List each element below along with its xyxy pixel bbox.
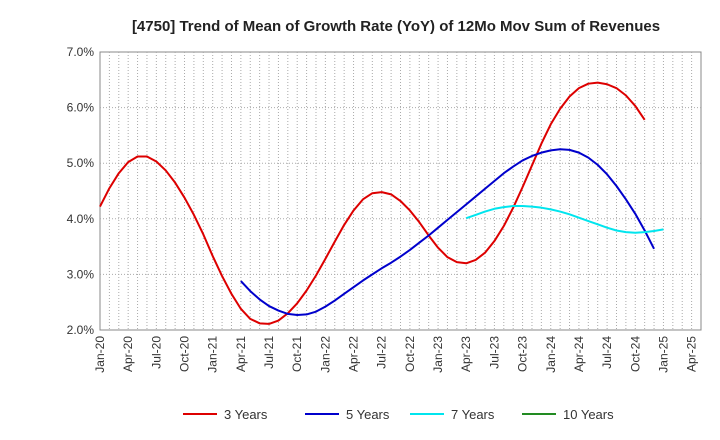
- vertical-grid: [108, 52, 693, 330]
- y-tick-label: 3.0%: [67, 267, 95, 281]
- y-tick-label: 6.0%: [67, 101, 95, 115]
- series-line-7-years: [465, 205, 664, 234]
- x-tick-label: Jan-23: [431, 336, 445, 373]
- x-tick-label: Jul-20: [149, 336, 163, 369]
- y-tick-label: 2.0%: [67, 323, 95, 337]
- x-tick-label: Jan-24: [544, 336, 558, 373]
- y-axis-ticks: 2.0% 3.0% 4.0% 5.0% 6.0% 7.0%: [67, 45, 95, 337]
- legend-label: 3 Years: [224, 407, 268, 422]
- x-tick-label: Jul-21: [262, 336, 276, 369]
- y-tick-label: 4.0%: [67, 212, 95, 226]
- x-tick-label: Oct-24: [628, 336, 642, 372]
- x-tick-label: Jan-20: [93, 336, 107, 373]
- x-tick-label: Apr-24: [572, 336, 586, 372]
- x-axis-ticks: Jan-20 Apr-20 Jul-20 Oct-20 Jan-21 Apr-21 Jul-…: [93, 336, 699, 373]
- x-tick-label: Jan-22: [318, 336, 332, 373]
- legend-label: 10 Years: [563, 407, 614, 422]
- x-tick-label: Jul-22: [375, 336, 389, 369]
- legend-label: 7 Years: [451, 407, 495, 422]
- x-tick-label: Oct-23: [516, 336, 530, 372]
- x-tick-label: Apr-21: [234, 336, 248, 372]
- series-line-5-years: [240, 148, 655, 316]
- legend: 3 Years 5 Years 7 Years 10 Years: [183, 407, 614, 422]
- x-tick-label: Jan-25: [656, 336, 670, 373]
- x-tick-label: Jul-23: [487, 336, 501, 369]
- legend-label: 5 Years: [346, 407, 390, 422]
- horizontal-grid: [100, 107, 701, 275]
- y-tick-label: 5.0%: [67, 156, 95, 170]
- series-line-3-years: [99, 81, 646, 325]
- chart-title: [4750] Trend of Mean of Growth Rate (YoY…: [132, 18, 660, 35]
- x-tick-label: Apr-25: [685, 336, 699, 372]
- x-tick-label: Jul-24: [600, 336, 614, 369]
- x-tick-label: Oct-22: [403, 336, 417, 372]
- x-tick-label: Apr-22: [347, 336, 361, 372]
- x-tick-label: Apr-23: [459, 336, 473, 372]
- x-tick-label: Apr-20: [121, 336, 135, 372]
- series-lines: [99, 81, 664, 325]
- x-tick-label: Oct-21: [290, 336, 304, 372]
- x-tick-label: Oct-20: [178, 336, 192, 372]
- y-tick-label: 7.0%: [67, 45, 95, 59]
- x-tick-label: Jan-21: [206, 336, 220, 373]
